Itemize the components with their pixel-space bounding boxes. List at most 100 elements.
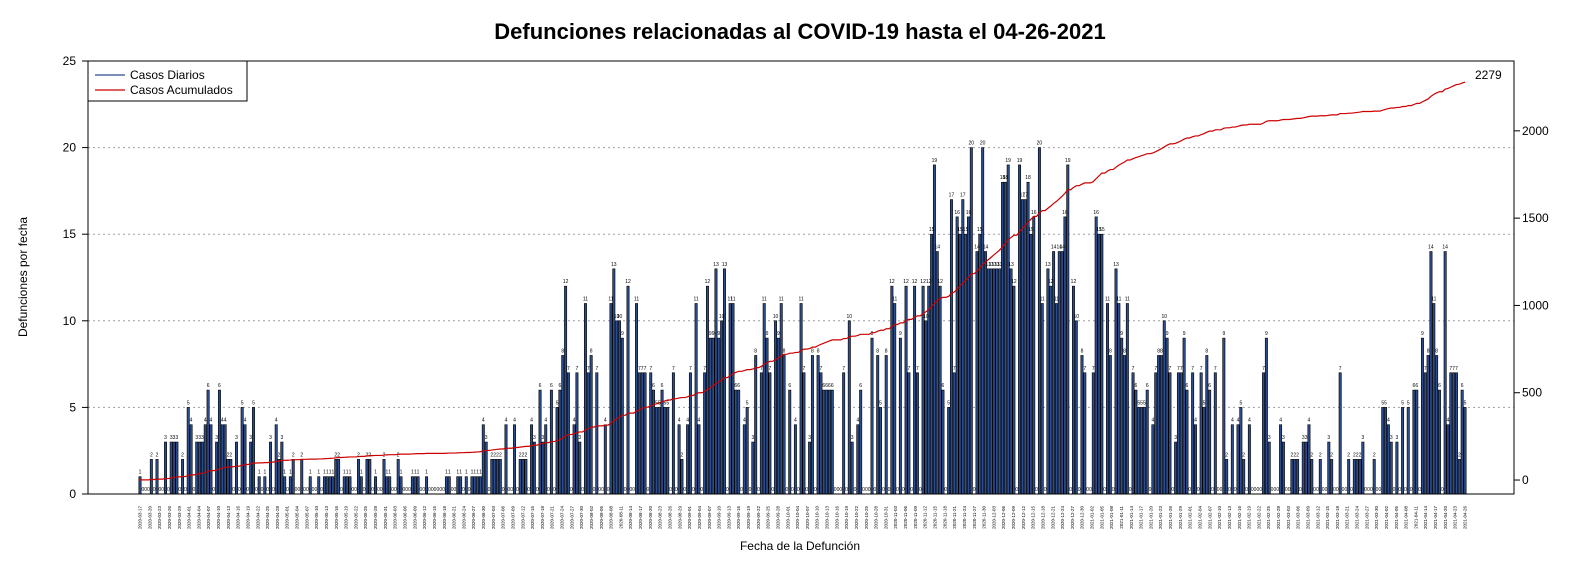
- bar: [754, 355, 758, 495]
- bar-value-label: 4: [1194, 418, 1197, 424]
- y2-tick-label: 500: [1522, 386, 1542, 400]
- bar-value-label: 0: [1288, 487, 1291, 493]
- bar: [782, 355, 786, 495]
- bar-value-label: 5: [1203, 400, 1206, 406]
- y2-tick-label: 2000: [1522, 124, 1549, 138]
- bar: [708, 337, 712, 495]
- bar: [1063, 216, 1067, 495]
- bar-value-label: 0: [303, 487, 306, 493]
- bar-value-label: 0: [854, 487, 857, 493]
- bar-value-label: 5: [947, 400, 950, 406]
- bar-value-label: 4: [1152, 418, 1155, 424]
- bar-value-label: 0: [1015, 487, 1018, 493]
- bar: [1182, 337, 1186, 495]
- bar-value-label: 2: [499, 452, 502, 458]
- bar-value-label: 2: [337, 452, 340, 458]
- bar-value-label: 3: [1361, 435, 1364, 441]
- bar-value-label: 12: [1011, 279, 1017, 285]
- bar-value-label: 2: [334, 452, 337, 458]
- bar-value-label: 4: [678, 418, 681, 424]
- x-tick-label: 2020-12-21: [1050, 506, 1055, 530]
- x-tick-label: 2020-05-31: [383, 506, 388, 530]
- bar: [1023, 199, 1027, 495]
- bar-value-label: 0: [1069, 487, 1072, 493]
- cumulative-end-label: 2279: [1475, 68, 1502, 82]
- bar: [745, 407, 749, 495]
- bar: [217, 389, 221, 495]
- bar-value-label: 6: [828, 383, 831, 389]
- legend-label-cumulative: Casos Acumulados: [130, 83, 233, 97]
- x-tick-label: 2020-08-08: [609, 506, 614, 530]
- x-tick-label: 2021-02-25: [1266, 506, 1271, 530]
- bar-value-label: 0: [683, 487, 686, 493]
- x-tick-label: 2020-12-30: [1080, 506, 1085, 530]
- bar: [904, 285, 908, 495]
- bar-value-label: 0: [442, 487, 445, 493]
- bar-value-label: 2: [1293, 452, 1296, 458]
- bar-value-label: 16: [1062, 210, 1068, 216]
- bar: [694, 303, 698, 495]
- x-tick-label: 2021-01-23: [1158, 506, 1163, 530]
- bar: [493, 459, 497, 495]
- bar-value-label: 10: [1074, 314, 1080, 320]
- plot-frame: [87, 60, 1515, 495]
- x-tick-label: 2020-09-28: [775, 506, 780, 530]
- x-tick-label: 2021-02-19: [1247, 506, 1252, 530]
- bar-value-label: 1: [332, 470, 335, 476]
- bar: [1032, 216, 1036, 495]
- bar: [1114, 268, 1118, 495]
- bar-value-label: 8: [1109, 348, 1112, 354]
- bar: [612, 268, 616, 495]
- bar: [856, 424, 860, 495]
- bar-value-label: 4: [794, 418, 797, 424]
- bar: [1157, 355, 1161, 495]
- bar: [1452, 372, 1456, 495]
- bar: [1080, 355, 1084, 495]
- bar-value-label: 9: [621, 331, 624, 337]
- bar: [654, 407, 658, 495]
- bar: [1131, 372, 1135, 495]
- x-tick-label: 2021-04-14: [1423, 506, 1428, 530]
- bar-value-label: 0: [845, 487, 848, 493]
- bar-value-label: 7: [820, 366, 823, 372]
- bar-value-label: 3: [1174, 435, 1177, 441]
- bar-value-label: 0: [1322, 487, 1325, 493]
- bar-value-label: 3: [280, 435, 283, 441]
- bar-value-label: 17: [960, 193, 966, 199]
- bar: [215, 441, 219, 495]
- bar-value-label: 6: [559, 383, 562, 389]
- bar-value-label: 5: [1384, 400, 1387, 406]
- bar-value-label: 4: [482, 418, 485, 424]
- bar: [322, 476, 326, 495]
- bar-value-label: 7: [644, 366, 647, 372]
- bar-value-label: 1: [400, 470, 403, 476]
- bar-value-label: 7: [703, 366, 706, 372]
- bar-value-label: 2: [1356, 452, 1359, 458]
- x-tick-label: 2020-09-22: [756, 506, 761, 530]
- bar: [1412, 389, 1416, 495]
- bar-value-label: 4: [686, 418, 689, 424]
- bar-value-label: 0: [184, 487, 187, 493]
- bar-value-label: 7: [908, 366, 911, 372]
- x-tick-label: 2020-09-04: [697, 506, 702, 530]
- bar-value-label: 7: [916, 366, 919, 372]
- bar-value-label: 0: [593, 487, 596, 493]
- bar: [1083, 372, 1087, 495]
- bar-value-label: 0: [726, 487, 729, 493]
- bar: [583, 303, 587, 495]
- bar-value-label: 4: [204, 418, 207, 424]
- bar: [998, 268, 1002, 495]
- bar: [1304, 441, 1308, 495]
- bar-value-label: 9: [777, 331, 780, 337]
- bar-value-label: 11: [1040, 296, 1045, 302]
- bar-value-label: 0: [297, 487, 300, 493]
- bar-value-label: 0: [646, 487, 649, 493]
- bar-value-label: 0: [147, 487, 150, 493]
- x-tick-label: 2020-11-21: [952, 506, 957, 529]
- bar: [1052, 251, 1056, 495]
- bar-value-label: 3: [1305, 435, 1308, 441]
- bar: [1108, 355, 1112, 495]
- bar-value-label: 11: [762, 296, 767, 302]
- bar-value-label: 8: [561, 348, 564, 354]
